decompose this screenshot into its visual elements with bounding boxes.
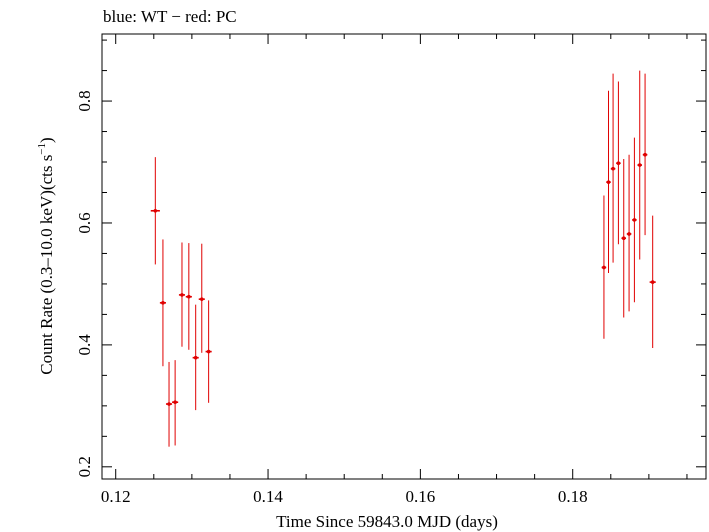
data-point [165, 361, 173, 447]
y-axis-label-superscript: −1 [36, 143, 48, 155]
point-marker [606, 180, 611, 184]
y-axis-ticks: 0.2 0.4 0.6 0.8 [75, 39, 706, 477]
data-point [632, 137, 637, 303]
point-marker [637, 163, 642, 167]
point-marker [161, 301, 165, 305]
point-marker [616, 161, 621, 166]
data-point [185, 243, 192, 350]
y-tick-label: 0.6 [75, 212, 94, 233]
data-point [172, 360, 179, 446]
point-marker [180, 293, 184, 297]
data-point [192, 304, 199, 411]
point-marker [621, 236, 626, 241]
x-tick-label: 0.18 [558, 487, 588, 506]
data-point [621, 158, 627, 318]
y-tick-label: 0.4 [75, 334, 94, 356]
data-point [601, 195, 607, 339]
point-marker [193, 355, 198, 360]
x-axis-label: Time Since 59843.0 MJD (days) [276, 512, 498, 531]
data-point [205, 300, 212, 403]
point-marker [611, 166, 615, 171]
x-tick-label: 0.12 [101, 487, 131, 506]
data-point [649, 215, 656, 348]
chart-title: blue: WT − red: PC [103, 7, 237, 26]
data-point [198, 243, 205, 353]
data-point [606, 90, 611, 273]
point-marker [643, 152, 647, 157]
data-point [178, 242, 186, 347]
point-marker [173, 400, 177, 404]
point-marker [650, 280, 655, 284]
plot-frame [101, 33, 707, 480]
data-point [626, 154, 632, 312]
data-point [610, 73, 616, 263]
point-marker [602, 265, 606, 270]
point-marker [632, 218, 637, 222]
y-tick-label: 0.2 [75, 456, 94, 477]
point-marker [206, 349, 211, 354]
x-tick-label: 0.14 [253, 487, 283, 506]
data-point [150, 157, 160, 265]
data-points [150, 70, 656, 447]
data-point [637, 70, 643, 260]
point-marker [167, 402, 171, 406]
point-marker [199, 297, 204, 301]
x-tick-label: 0.16 [406, 487, 436, 506]
y-axis-label-main: Count Rate (0.3–10.0 keV)(cts s [37, 155, 56, 375]
point-marker [627, 232, 631, 236]
y-tick-label: 0.8 [75, 90, 94, 111]
x-axis-ticks: 0.12 0.14 0.16 0.18 [101, 34, 688, 506]
point-marker [153, 208, 158, 213]
y-axis-label: Count Rate (0.3–10.0 keV)(cts s−1) [36, 137, 56, 374]
data-point [616, 81, 621, 245]
point-marker [187, 294, 191, 299]
data-point [159, 239, 166, 367]
data-point [642, 73, 648, 236]
y-axis-label-end: ) [37, 137, 56, 143]
